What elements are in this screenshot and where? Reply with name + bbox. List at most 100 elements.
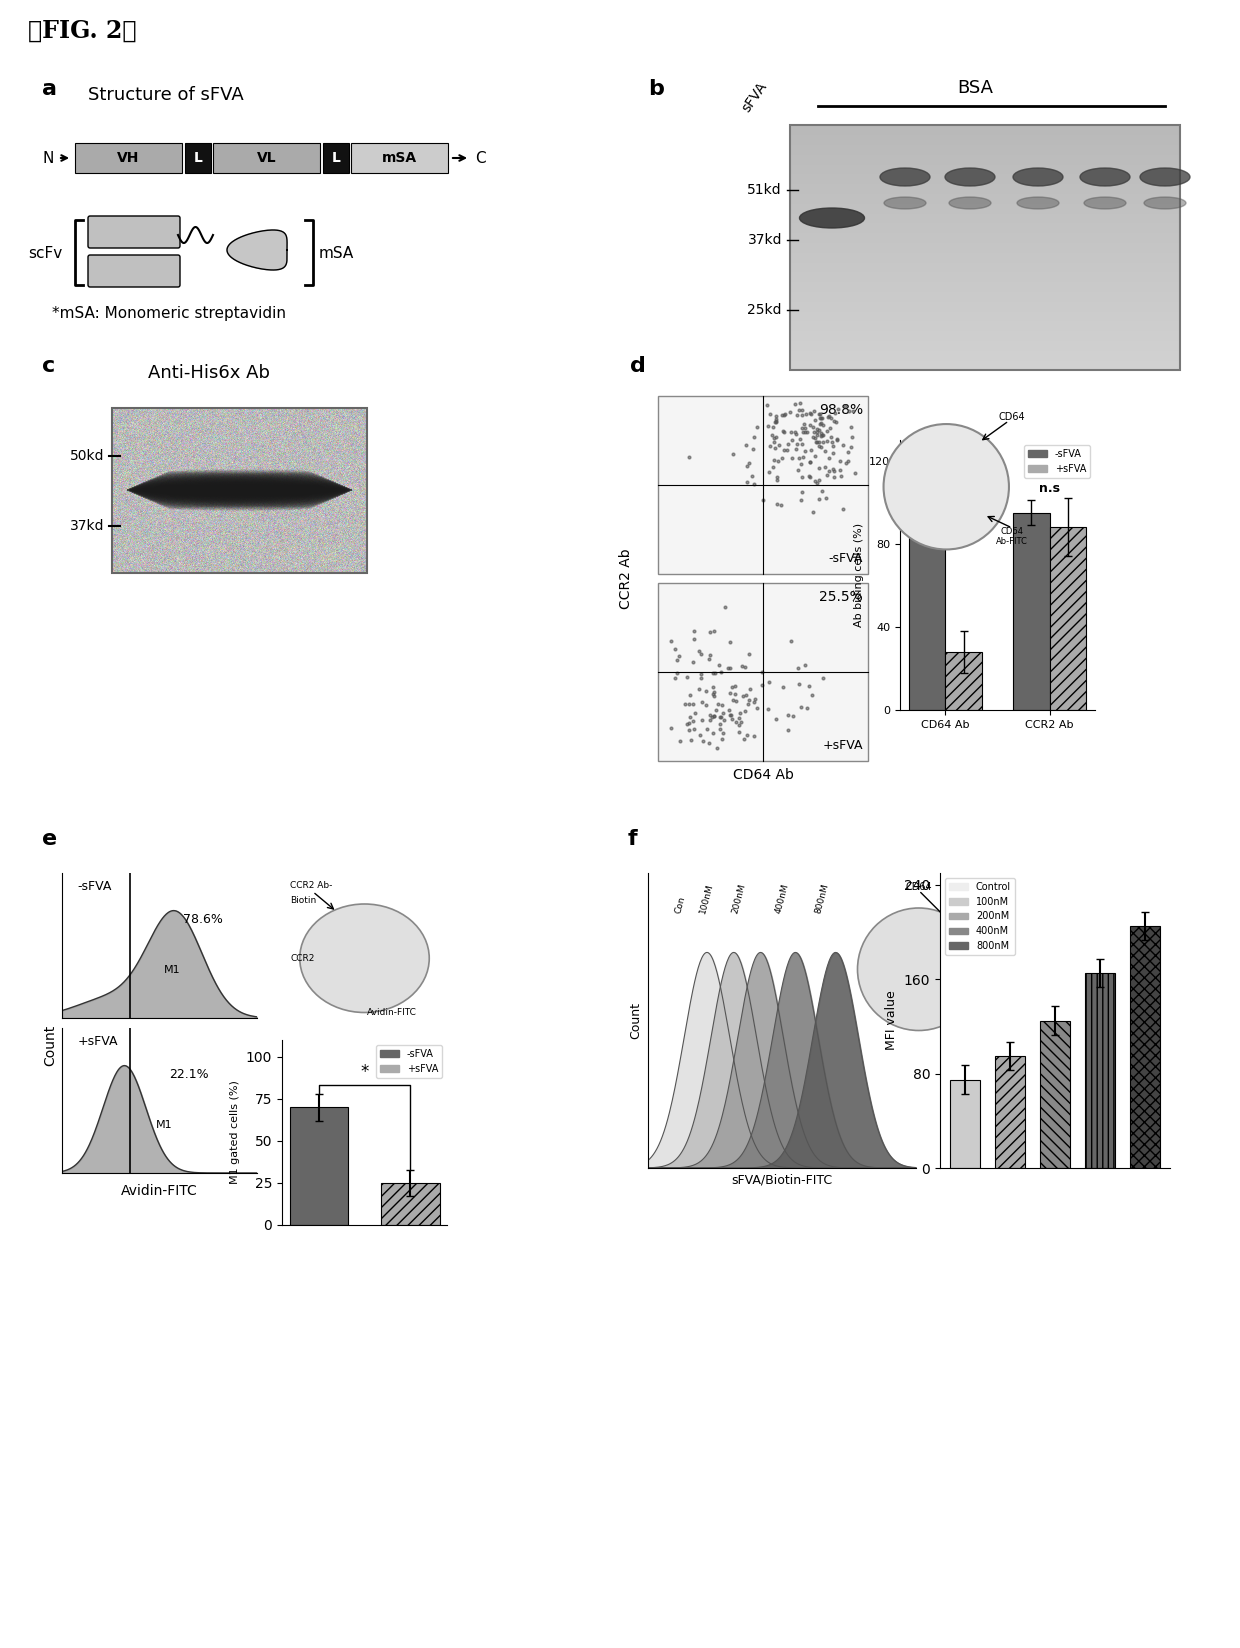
Point: [839, 397, 859, 424]
Point: [678, 691, 698, 717]
Point: [781, 419, 801, 445]
Point: [764, 425, 784, 452]
Point: [735, 654, 755, 681]
Point: [704, 704, 724, 730]
Ellipse shape: [139, 483, 340, 488]
Point: [791, 694, 811, 720]
Point: [791, 391, 811, 417]
Point: [807, 422, 827, 448]
Point: [753, 672, 773, 699]
Ellipse shape: [169, 470, 310, 475]
Point: [737, 468, 756, 494]
Point: [733, 682, 753, 709]
Point: [735, 697, 755, 723]
Point: [786, 420, 806, 447]
Point: [680, 682, 699, 709]
Point: [730, 709, 750, 735]
Ellipse shape: [153, 499, 326, 503]
Text: Avidin-FITC: Avidin-FITC: [122, 1183, 198, 1198]
Text: ***: ***: [936, 481, 955, 494]
Text: mSA: mSA: [382, 152, 417, 165]
Text: 25kd: 25kd: [748, 303, 782, 316]
Point: [680, 717, 699, 743]
Point: [677, 664, 697, 691]
Ellipse shape: [150, 478, 329, 481]
Point: [822, 428, 842, 455]
Text: 25.5%: 25.5%: [820, 590, 863, 605]
Point: [828, 396, 848, 422]
Text: Biotin-FITC: Biotin-FITC: [957, 1009, 1003, 1017]
Circle shape: [884, 424, 1009, 549]
Point: [805, 468, 825, 494]
Point: [811, 433, 831, 460]
Bar: [996, 1056, 1024, 1168]
Point: [681, 704, 701, 730]
Point: [787, 432, 807, 458]
Text: b: b: [649, 79, 663, 99]
Point: [699, 641, 719, 667]
Bar: [382, 1183, 439, 1224]
Ellipse shape: [164, 471, 315, 476]
Point: [799, 463, 818, 489]
Point: [792, 402, 812, 428]
Point: [782, 427, 802, 453]
Point: [768, 465, 787, 491]
Text: VL: VL: [257, 152, 277, 165]
Point: [720, 656, 740, 682]
Ellipse shape: [148, 480, 331, 483]
Point: [800, 463, 820, 489]
Point: [720, 702, 740, 728]
Ellipse shape: [1013, 168, 1063, 186]
Point: [748, 694, 768, 720]
Point: [774, 419, 794, 445]
Point: [808, 433, 828, 460]
Circle shape: [300, 905, 429, 1012]
Ellipse shape: [157, 501, 322, 504]
Point: [796, 400, 816, 427]
Point: [709, 715, 729, 742]
Point: [766, 405, 786, 432]
Point: [691, 722, 711, 748]
Point: [822, 424, 842, 450]
Point: [815, 453, 835, 480]
Point: [836, 392, 856, 419]
Point: [775, 402, 795, 428]
Point: [743, 463, 763, 489]
Point: [703, 682, 723, 709]
Point: [832, 432, 852, 458]
Point: [713, 720, 733, 747]
Text: scFv: scFv: [27, 246, 62, 260]
Point: [689, 676, 709, 702]
Point: [817, 428, 837, 455]
Point: [777, 717, 797, 743]
Point: [724, 672, 744, 699]
Point: [683, 709, 703, 735]
Point: [804, 499, 823, 526]
Point: [727, 709, 746, 735]
Point: [688, 638, 708, 664]
Point: [677, 710, 697, 737]
Point: [720, 679, 740, 705]
Text: N: N: [42, 150, 53, 165]
Point: [813, 412, 833, 438]
Point: [820, 415, 839, 442]
Point: [712, 692, 732, 719]
Ellipse shape: [139, 493, 340, 498]
Point: [712, 725, 732, 751]
Point: [738, 691, 758, 717]
Ellipse shape: [130, 489, 350, 493]
Point: [781, 628, 801, 654]
Point: [684, 700, 704, 727]
Point: [768, 448, 787, 475]
Polygon shape: [227, 231, 288, 270]
Text: M1: M1: [164, 964, 180, 976]
Point: [723, 687, 743, 714]
Point: [806, 425, 826, 452]
Point: [765, 705, 785, 732]
Point: [753, 486, 773, 513]
Point: [744, 470, 764, 496]
Point: [703, 704, 723, 730]
Text: 22.1%: 22.1%: [169, 1068, 208, 1081]
Point: [838, 438, 858, 465]
Point: [729, 700, 749, 727]
